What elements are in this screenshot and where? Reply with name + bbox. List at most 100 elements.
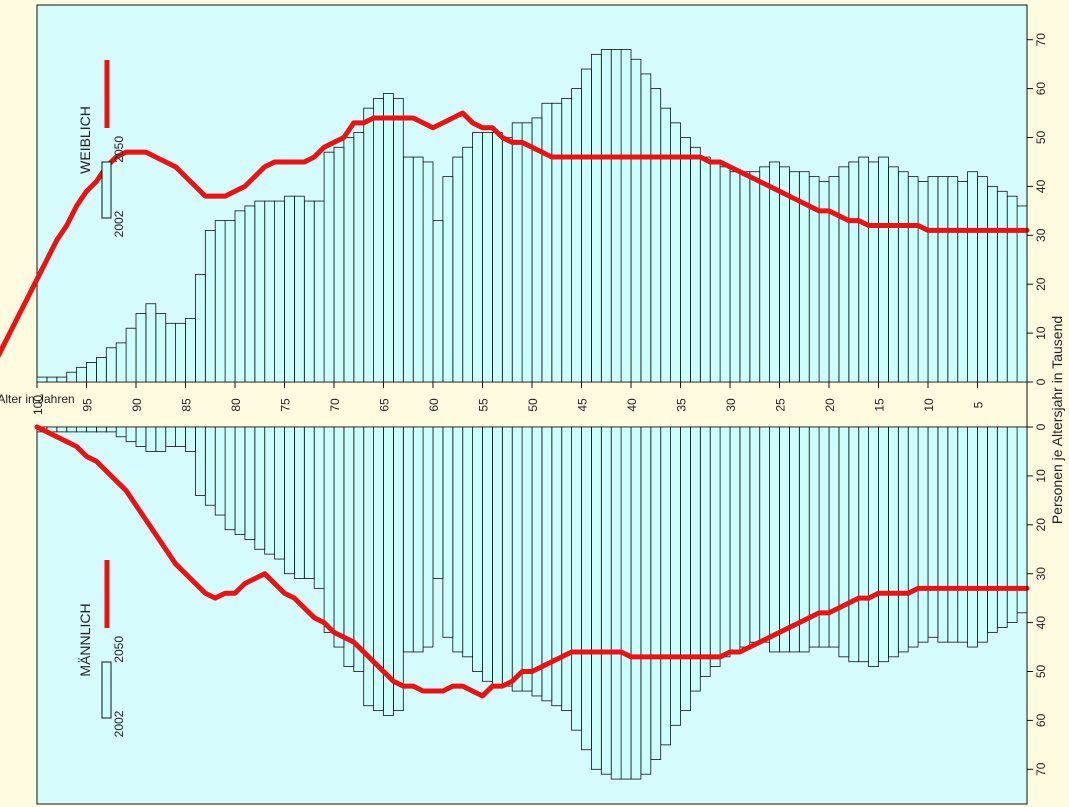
bar-2002-age-49 — [531, 117, 543, 383]
value-tick-label: 40 — [1034, 616, 1048, 630]
bar-2002-age-72 — [303, 426, 315, 579]
bar-2002-age-13 — [888, 166, 899, 383]
bar-2002-age-51 — [511, 122, 523, 383]
bar-2002-age-61 — [412, 426, 424, 653]
bar-2002-age-94 — [86, 362, 97, 383]
bar-2002-age-36 — [660, 107, 672, 383]
bar-2002-age-13 — [888, 426, 899, 658]
bar-2002-age-34 — [680, 137, 691, 383]
value-tick-label: 70 — [1034, 762, 1048, 776]
bar-2002-age-28 — [739, 171, 751, 383]
value-tick-label: 50 — [1034, 665, 1048, 679]
age-tick-label: 55 — [477, 398, 491, 412]
bar-2002-age-68 — [343, 426, 355, 668]
bar-2002-age-80 — [224, 220, 236, 383]
bar-2002-age-4 — [977, 426, 988, 643]
bar-2002-age-40 — [620, 426, 632, 780]
bar-2002-age-92 — [105, 426, 117, 433]
bar-2002-age-96 — [66, 371, 77, 383]
bar-2002-age-89 — [135, 426, 147, 447]
age-tick-label: 100 — [31, 395, 45, 415]
bar-2002-age-18 — [838, 166, 850, 383]
bar-2002-age-2 — [996, 190, 1008, 383]
bar-2002-age-66 — [363, 426, 375, 707]
bar-2002-age-78 — [244, 205, 256, 383]
bar-2002-age-39 — [630, 426, 642, 780]
value-tick-label: 50 — [1034, 131, 1048, 145]
bar-2002-age-82 — [204, 426, 216, 506]
bar-2002-age-29 — [729, 426, 741, 653]
bar-2002-age-44 — [581, 68, 592, 383]
bar-2002-age-70 — [323, 426, 335, 633]
bar-2002-age-32 — [699, 426, 711, 677]
bar-2002-age-30 — [719, 166, 731, 383]
bar-2002-age-14 — [878, 156, 889, 383]
bar-2002-age-40 — [620, 49, 632, 383]
bar-2002-age-37 — [650, 88, 662, 383]
bar-2002-age-6 — [957, 426, 969, 643]
age-tick-label: 45 — [576, 398, 590, 412]
bar-2002-age-1 — [1006, 426, 1018, 624]
bar-2002-age-59 — [432, 220, 444, 383]
bar-2002-age-42 — [600, 426, 612, 775]
bar-2002-age-76 — [264, 200, 276, 383]
bar-2002-age-92 — [105, 347, 117, 383]
bar-2002-age-82 — [204, 230, 216, 383]
legend-bar-label: 2002 — [112, 710, 126, 737]
value-tick-label: 30 — [1034, 228, 1048, 242]
bar-2002-age-48 — [541, 102, 553, 383]
bar-2002-age-23 — [789, 171, 800, 383]
bar-2002-age-37 — [650, 426, 662, 760]
bar-2002-age-11 — [907, 426, 919, 648]
bar-2002-age-12 — [897, 426, 909, 653]
value-tick-label: 70 — [1034, 33, 1048, 47]
bar-2002-age-30 — [719, 426, 731, 658]
bar-2002-age-31 — [709, 161, 721, 383]
bar-2002-age-43 — [591, 53, 602, 383]
bar-2002-age-41 — [610, 49, 622, 383]
bar-2002-age-6 — [957, 181, 969, 383]
bar-2002-age-77 — [254, 426, 266, 550]
bar-2002-age-83 — [194, 426, 206, 496]
panel-title: MÄNNLICH — [77, 603, 93, 676]
bar-2002-age-62 — [402, 156, 414, 383]
bar-2002-age-75 — [274, 200, 285, 383]
bar-2002-age-33 — [690, 146, 701, 383]
bar-2002-age-71 — [313, 426, 325, 589]
bar-2002-age-15 — [868, 426, 879, 668]
bar-2002-age-57 — [452, 156, 464, 383]
bar-2002-age-4 — [977, 176, 988, 383]
bar-2002-age-49 — [531, 426, 543, 697]
bar-2002-age-81 — [214, 426, 226, 516]
age-tick-label: 65 — [378, 398, 392, 412]
bar-2002-age-35 — [670, 426, 681, 726]
bar-2002-age-61 — [412, 156, 424, 383]
bar-2002-age-69 — [333, 426, 345, 648]
bar-2002-age-10 — [917, 181, 929, 383]
bar-2002-age-43 — [591, 426, 602, 770]
value-tick-label: 40 — [1034, 179, 1048, 193]
bar-2002-age-2 — [996, 426, 1008, 628]
bar-2002-age-0 — [1016, 426, 1028, 614]
bar-2002-age-7 — [947, 176, 959, 383]
bar-2002-age-77 — [254, 200, 266, 383]
bar-2002-age-84 — [185, 318, 196, 383]
bar-2002-age-91 — [115, 426, 127, 438]
bar-2002-age-85 — [175, 426, 186, 447]
line-2050 — [0, 110, 1030, 358]
age-tick-label: 95 — [81, 398, 95, 412]
bar-2002-age-64 — [383, 93, 394, 383]
bar-2002-age-86 — [165, 322, 176, 383]
bar-2002-age-18 — [838, 426, 850, 658]
bar-2002-age-44 — [581, 426, 592, 751]
bar-2002-age-94 — [86, 426, 97, 433]
bar-2002-age-80 — [224, 426, 236, 531]
value-tick-label: 0 — [1034, 423, 1048, 430]
bar-2002-age-50 — [521, 426, 533, 692]
bar-2002-age-24 — [779, 166, 790, 383]
bar-2002-age-51 — [511, 426, 523, 692]
bar-2002-age-54 — [482, 132, 493, 383]
bar-2002-age-72 — [303, 200, 315, 383]
bar-2002-age-58 — [442, 176, 454, 383]
